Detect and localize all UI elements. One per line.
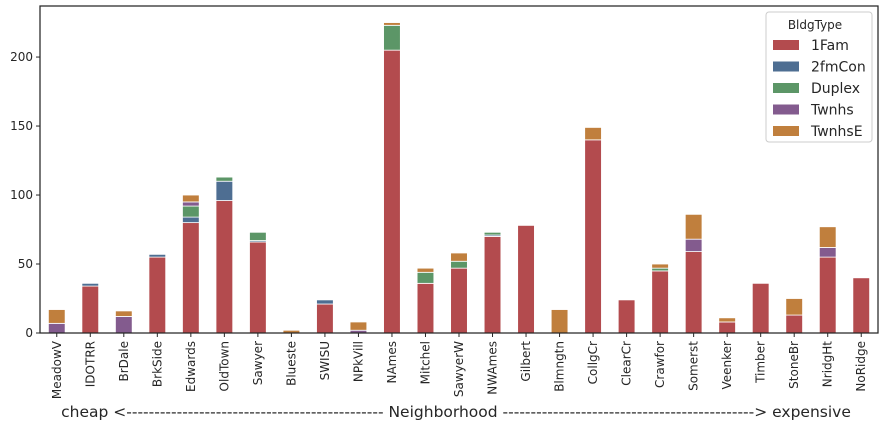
bar-Crawfor-1Fam — [651, 270, 669, 334]
x-tick-label-Crawfor: Crawfor — [653, 341, 667, 388]
bar-SawyerW-Duplex — [450, 260, 468, 269]
legend-swatch-Duplex — [773, 83, 799, 93]
x-tick-label-NAmes: NAmes — [385, 341, 399, 384]
legend-swatch-TwnhsE — [773, 126, 799, 136]
bar-Edwards-1Fam — [182, 222, 200, 334]
x-tick-label-Gilbert: Gilbert — [519, 341, 533, 382]
bar-Crawfor-Duplex — [651, 267, 669, 272]
x-tick-label-NridgHt: NridgHt — [821, 341, 835, 388]
x-tick-label-Veenker: Veenker — [720, 341, 734, 390]
y-tick-label: 0 — [25, 326, 33, 340]
bar-Timber-1Fam — [751, 282, 770, 334]
x-tick-label-ClearCr: ClearCr — [620, 341, 634, 386]
bar-Edwards-TwnhsE — [182, 194, 200, 203]
legend-title: BldgType — [788, 18, 842, 32]
x-axis: MeadowV IDOTRR BrDale BrkSide Edwards OldTown… — [50, 333, 868, 399]
x-tick-label-IDOTRR: IDOTRR — [83, 341, 97, 387]
bar-IDOTRR-2fmCon — [81, 282, 100, 287]
bar-MeadowV-TwnhsE — [47, 309, 66, 324]
bar-Blmngtn-TwnhsE — [550, 309, 569, 334]
y-tick-label: 200 — [10, 50, 33, 64]
legend-swatch-Twnhs — [773, 104, 799, 115]
bar-Veenker-TwnhsE — [718, 317, 736, 323]
legend-label-Duplex: Duplex — [811, 81, 860, 97]
x-tick-label-Edwards: Edwards — [184, 341, 198, 392]
bar-SawyerW-TwnhsE — [450, 252, 468, 262]
y-tick-label: 150 — [10, 119, 33, 133]
bar-CollgCr-1Fam — [584, 139, 602, 334]
bar-MeadowV-Twnhs — [47, 322, 66, 334]
bar-CollgCr-TwnhsE — [584, 127, 602, 141]
bar-Crawfor-TwnhsE — [651, 263, 669, 269]
legend-label-TwnhsE: TwnhsE — [810, 124, 863, 140]
x-tick-label-BrDale: BrDale — [117, 341, 131, 381]
x-tick-label-Blmngtn: Blmngtn — [553, 341, 567, 392]
bar-Somerst-Twnhs — [684, 238, 703, 252]
bar-Mitchel-1Fam — [416, 282, 435, 334]
bar-NoRidge-1Fam — [852, 277, 871, 334]
bar-ClearCr-1Fam — [617, 299, 636, 334]
x-tick-label-NoRidge: NoRidge — [854, 341, 868, 392]
legend-label-Twnhs: Twnhs — [810, 103, 854, 119]
bar-Edwards-Twnhs — [182, 201, 200, 207]
x-tick-label-MeadowV: MeadowV — [50, 340, 64, 399]
bar-SWISU-2fmCon — [316, 299, 334, 305]
legend-label-2fmCon: 2fmCon — [811, 60, 866, 76]
bar-OldTown-Duplex — [215, 176, 234, 182]
bar-NPkVill-TwnhsE — [349, 321, 368, 331]
bar-NAmes-Duplex — [383, 24, 401, 51]
x-tick-label-Mitchel: Mitchel — [418, 341, 432, 384]
x-tick-label-SawyerW: SawyerW — [452, 341, 466, 397]
x-tick-label-StoneBr: StoneBr — [787, 341, 801, 389]
legend-label-1Fam: 1Fam — [811, 38, 849, 54]
bar-NAmes-1Fam — [383, 49, 401, 334]
x-tick-label-Timber: Timber — [754, 341, 768, 384]
x-tick-label-Somerst: Somerst — [687, 341, 701, 391]
bar-Somerst-1Fam — [684, 251, 703, 334]
bar-OldTown-2fmCon — [215, 180, 234, 201]
bar-BrDale-Twnhs — [115, 316, 133, 334]
bar-NWAmes-Duplex — [483, 231, 502, 236]
bar-Mitchel-TwnhsE — [416, 267, 435, 273]
bar-Sawyer-Duplex — [249, 231, 267, 241]
bar-NWAmes-1Fam — [483, 236, 502, 334]
bar-NridgHt-TwnhsE — [818, 226, 837, 248]
y-tick-label: 50 — [18, 257, 33, 271]
x-tick-label-OldTown: OldTown — [217, 341, 231, 391]
x-tick-label-NPkVill: NPkVill — [351, 341, 365, 382]
bar-SWISU-1Fam — [316, 303, 334, 334]
legend: BldgType 1Fam 2fmCon Duplex Twnhs TwnhsE — [765, 11, 873, 143]
x-tick-label-NWAmes: NWAmes — [486, 341, 500, 395]
bar-SawyerW-1Fam — [450, 267, 468, 334]
bar-BrkSide-1Fam — [148, 256, 167, 334]
x-axis-label: cheap <---------------------------------… — [61, 403, 851, 421]
x-tick-label-Sawyer: Sawyer — [251, 341, 265, 385]
bar-Somerst-TwnhsE — [684, 213, 703, 240]
bar-IDOTRR-1Fam — [81, 285, 100, 334]
bar-Gilbert-1Fam — [517, 224, 535, 334]
bars-layer — [47, 22, 871, 334]
bar-Veenker-1Fam — [718, 321, 736, 334]
bar-BrDale-TwnhsE — [115, 310, 133, 317]
x-tick-label-SWISU: SWISU — [318, 341, 332, 380]
y-axis: 0 50 100 150 200 — [10, 50, 40, 340]
bar-NridgHt-Twnhs — [818, 247, 837, 258]
bar-Edwards-Duplex — [182, 205, 200, 218]
bar-NAmes-TwnhsE — [383, 22, 401, 26]
bar-StoneBr-TwnhsE — [785, 298, 803, 316]
legend-swatch-1Fam — [773, 40, 799, 50]
bar-Mitchel-Duplex — [416, 271, 435, 284]
legend-swatch-2fmCon — [773, 61, 799, 72]
bar-OldTown-1Fam — [215, 200, 234, 334]
x-tick-label-Blueste: Blueste — [284, 341, 298, 386]
y-tick-label: 100 — [10, 188, 33, 202]
bar-Sawyer-1Fam — [249, 241, 267, 334]
x-tick-label-CollgCr: CollgCr — [586, 341, 600, 384]
bar-BrkSide-2fmCon — [148, 253, 167, 258]
bar-NridgHt-1Fam — [818, 256, 837, 334]
bar-StoneBr-1Fam — [785, 314, 803, 334]
x-tick-label-BrkSide: BrkSide — [150, 341, 164, 387]
bar-Edwards-2fmCon — [182, 216, 200, 224]
